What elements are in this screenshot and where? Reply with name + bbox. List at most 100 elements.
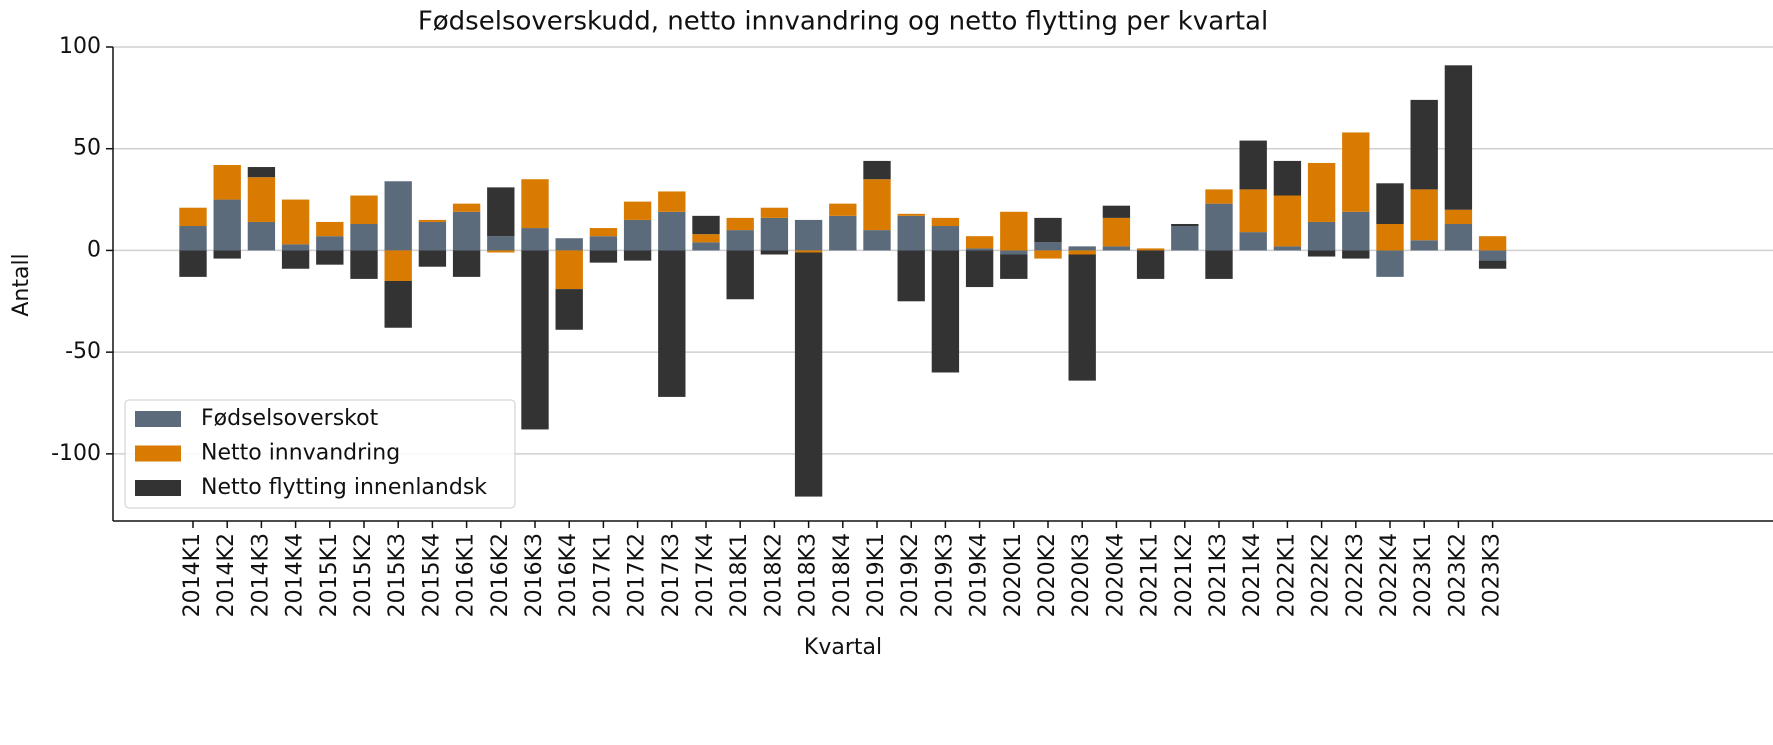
x-tick-label: 2015K2 [351,533,376,617]
x-tick-label: 2015K3 [385,533,410,617]
x-tick-label: 2023K3 [1480,533,1505,617]
x-tick-label: 2019K4 [967,533,992,617]
bar [692,215,720,235]
bar [863,179,891,231]
x-tick-label: 2016K1 [454,533,479,617]
bar [1000,211,1028,251]
bar [589,228,618,237]
bar [281,244,310,251]
x-tick-label: 2014K3 [248,533,273,617]
bar [1342,132,1370,212]
bar [623,250,652,261]
bar [1478,236,1507,251]
bar [1342,250,1370,259]
bar [1205,203,1233,251]
bar [316,236,344,251]
x-tick-label: 2014K4 [283,533,308,617]
bar [247,221,276,251]
bar [760,217,789,251]
legend-label: Fødselsoverskot [201,406,379,431]
x-tick-label: 2021K4 [1240,533,1265,617]
bar [521,179,549,229]
x-tick-label: 2017K1 [590,533,615,617]
x-tick-label: 2023K1 [1411,533,1436,617]
x-tick-label: 2020K2 [1035,533,1060,617]
bar [555,289,583,330]
bar [350,195,378,224]
bar [1410,189,1438,241]
bar [213,164,241,200]
x-tick-label: 2021K1 [1138,533,1163,617]
legend-swatch [135,480,181,496]
x-tick-label: 2022K4 [1377,533,1402,617]
x-tick-label: 2016K4 [556,533,581,617]
x-tick-label: 2021K3 [1206,533,1231,617]
x-tick-label: 2020K4 [1103,533,1128,617]
bar [794,252,823,497]
legend-swatch [135,445,181,462]
bar [452,211,481,251]
bar [1205,250,1233,279]
bar [1273,246,1302,251]
bar [589,236,618,251]
bar [1000,250,1028,255]
x-tick-label: 2018K2 [761,533,786,617]
x-tick-label: 2023K2 [1445,533,1470,617]
bar [213,199,241,251]
bar [1102,217,1131,247]
bar [418,219,447,222]
bar [350,223,378,251]
bar [658,191,686,212]
bar [1444,223,1473,251]
bar [589,250,618,263]
legend-label: Netto flytting innenlandsk [201,475,487,500]
y-tick-label: 50 [73,136,101,161]
bar [1410,240,1438,251]
bar [1034,250,1062,259]
bar [760,207,789,218]
bar [623,219,652,251]
x-tick-label: 2018K4 [830,533,855,617]
bar [1444,209,1473,224]
bar [1102,246,1131,251]
bar [521,250,549,430]
y-tick-label: 0 [87,237,101,262]
bar [1034,242,1062,251]
bar [281,199,310,245]
bar [794,250,823,253]
bar [897,250,925,302]
x-tick-label: 2016K2 [488,533,513,617]
bar [1307,221,1336,251]
bar [384,181,412,251]
bar [418,250,447,267]
legend-label: Netto innvandring [201,441,400,466]
bar [1273,195,1302,247]
bar [1068,246,1096,251]
bar [1444,65,1473,210]
bar [965,250,994,288]
bar [555,238,583,251]
bar [1478,260,1507,269]
bar [829,203,857,216]
x-tick-label: 2018K3 [796,533,821,617]
x-tick-label: 2020K1 [1001,533,1026,617]
x-tick-label: 2019K1 [864,533,889,617]
bar [1376,223,1404,251]
x-tick-label: 2022K3 [1343,533,1368,617]
bar [658,211,686,251]
bar [726,250,754,300]
y-tick-label: -100 [51,441,101,466]
bar [316,250,344,265]
chart-title: Fødselsoverskudd, netto innvandring og n… [418,7,1268,37]
bar [1205,189,1233,204]
bar [316,221,344,237]
bar [1102,205,1131,218]
bar [1410,99,1438,190]
bar [1342,211,1370,251]
bar [487,187,515,237]
bar [1307,162,1336,222]
x-tick-label: 2019K3 [932,533,957,617]
bar [384,280,412,328]
bar [179,207,207,227]
